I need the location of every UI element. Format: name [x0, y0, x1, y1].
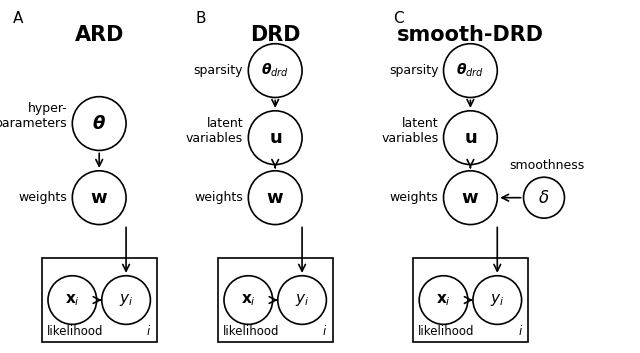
Text: smooth-DRD: smooth-DRD: [397, 25, 544, 45]
Text: smoothness: smoothness: [509, 159, 585, 172]
Text: C: C: [394, 11, 404, 25]
Text: sparsity: sparsity: [194, 64, 243, 77]
Ellipse shape: [444, 111, 497, 164]
Text: $\boldsymbol{\theta}$: $\boldsymbol{\theta}$: [92, 115, 106, 132]
Text: weights: weights: [390, 191, 438, 204]
Ellipse shape: [524, 177, 564, 218]
Ellipse shape: [444, 171, 497, 225]
Text: latent
variables: latent variables: [186, 116, 243, 145]
Text: $i$: $i$: [518, 324, 523, 338]
Text: DRD: DRD: [250, 25, 300, 45]
Text: B: B: [195, 11, 205, 25]
Text: $\mathbf{w}$: $\mathbf{w}$: [461, 189, 479, 207]
Bar: [413, 258, 528, 342]
Ellipse shape: [48, 276, 97, 324]
Ellipse shape: [72, 97, 126, 150]
Text: $\mathbf{w}$: $\mathbf{w}$: [90, 189, 108, 207]
Text: A: A: [13, 11, 23, 25]
Ellipse shape: [419, 276, 468, 324]
Ellipse shape: [473, 276, 522, 324]
Ellipse shape: [278, 276, 326, 324]
Ellipse shape: [248, 111, 302, 164]
Text: $y_i$: $y_i$: [119, 292, 133, 308]
Text: $\mathbf{x}_i$: $\mathbf{x}_i$: [436, 292, 451, 308]
Text: $\mathbf{u}$: $\mathbf{u}$: [269, 129, 282, 146]
Text: $\mathbf{w}$: $\mathbf{w}$: [266, 189, 284, 207]
Text: latent
variables: latent variables: [381, 116, 438, 145]
Text: $\boldsymbol{\theta}_{drd}$: $\boldsymbol{\theta}_{drd}$: [456, 62, 484, 79]
Text: weights: weights: [19, 191, 67, 204]
Text: $y_i$: $y_i$: [295, 292, 309, 308]
Text: hyper-
parameters: hyper- parameters: [0, 102, 67, 131]
Bar: [42, 258, 157, 342]
Text: $i$: $i$: [147, 324, 152, 338]
Text: weights: weights: [195, 191, 243, 204]
Ellipse shape: [224, 276, 273, 324]
Text: $\mathbf{u}$: $\mathbf{u}$: [464, 129, 477, 146]
Text: sparsity: sparsity: [389, 64, 438, 77]
Ellipse shape: [102, 276, 150, 324]
Text: $\mathbf{x}_i$: $\mathbf{x}_i$: [65, 292, 80, 308]
Text: $i$: $i$: [323, 324, 328, 338]
Ellipse shape: [72, 171, 126, 225]
Text: likelihood: likelihood: [223, 325, 279, 338]
Ellipse shape: [248, 44, 302, 97]
Text: likelihood: likelihood: [418, 325, 474, 338]
Text: likelihood: likelihood: [47, 325, 103, 338]
Text: ARD: ARD: [74, 25, 124, 45]
Text: $\delta$: $\delta$: [538, 189, 550, 207]
Ellipse shape: [248, 171, 302, 225]
Ellipse shape: [444, 44, 497, 97]
Text: $y_i$: $y_i$: [490, 292, 504, 308]
Text: $\boldsymbol{\theta}_{drd}$: $\boldsymbol{\theta}_{drd}$: [261, 62, 289, 79]
Text: $\mathbf{x}_i$: $\mathbf{x}_i$: [241, 292, 256, 308]
Bar: [218, 258, 333, 342]
